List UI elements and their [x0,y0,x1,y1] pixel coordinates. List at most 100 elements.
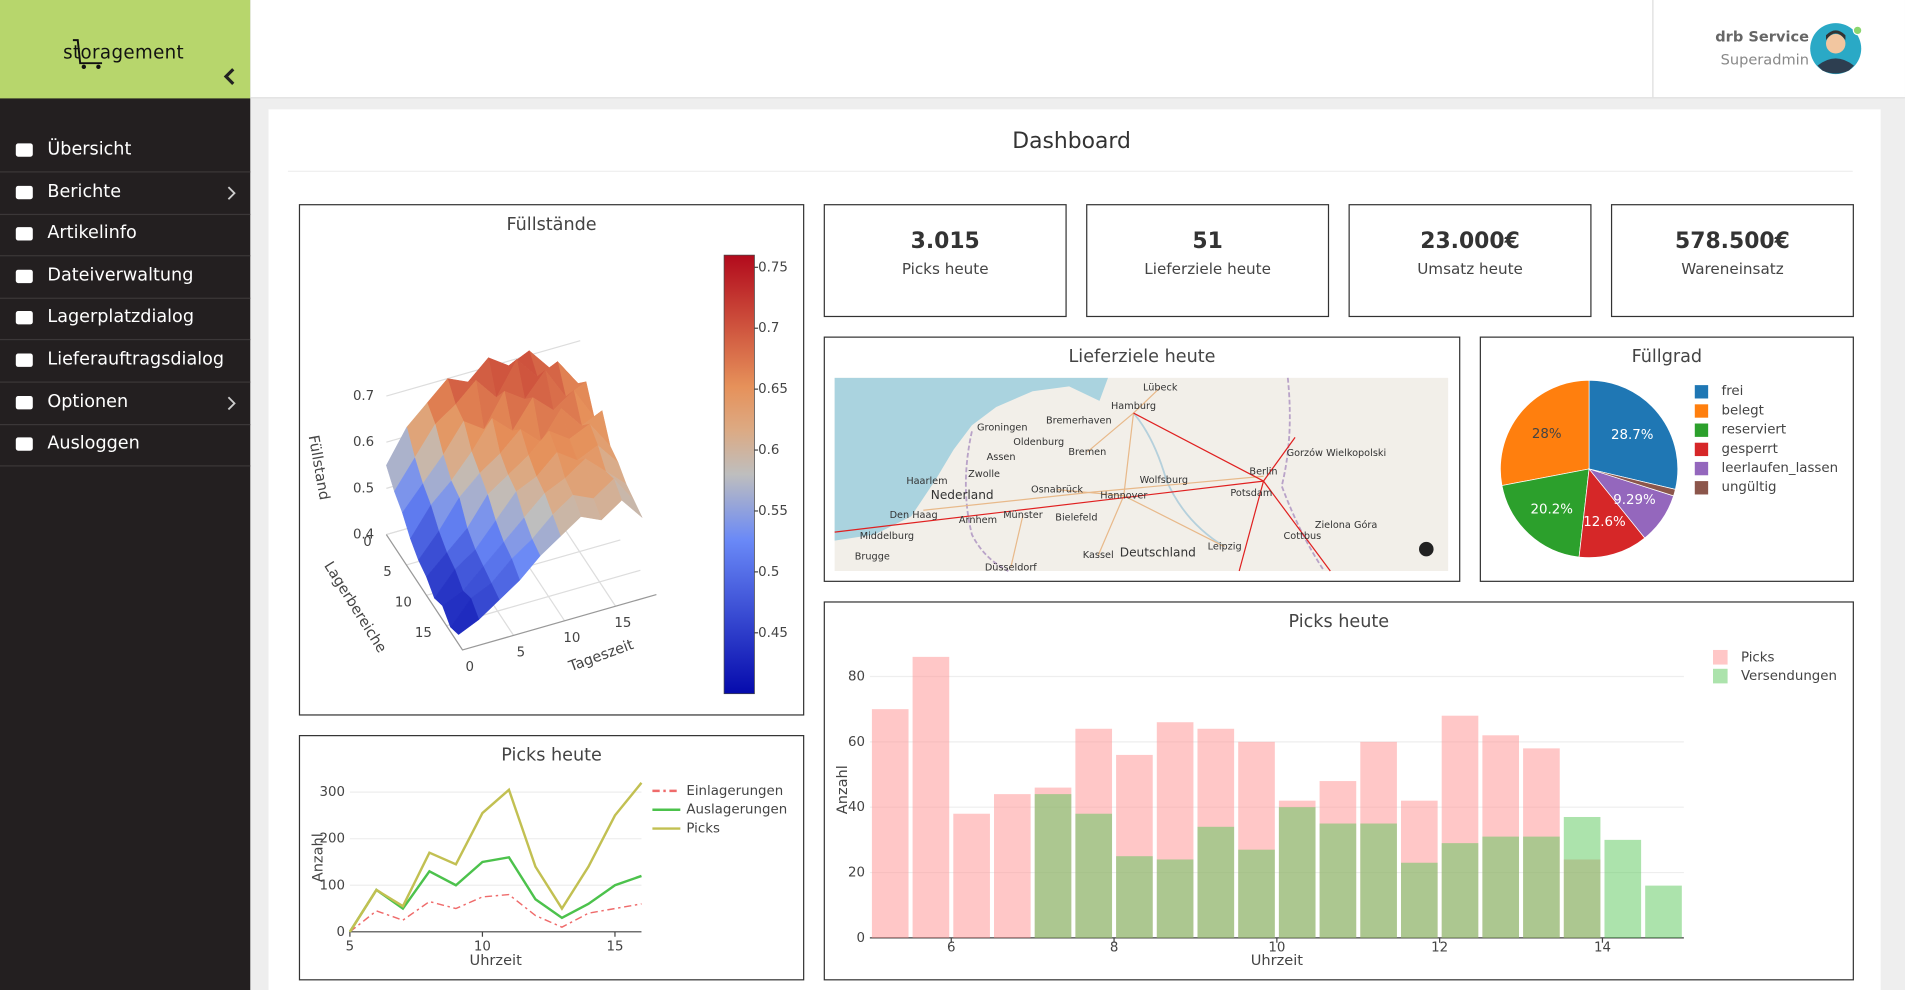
nav-label: Lagerplatzdialog [47,307,195,328]
y-tick-label: 0 [337,925,346,940]
legend-label: Auslagerungen [686,803,787,818]
bar [994,794,1031,938]
legend-swatch [1694,423,1709,437]
sidebar: storagement Übersicht Berichte Artikelinfo… [0,0,251,990]
delivery-route [834,480,1264,533]
pie-slice [1588,468,1676,497]
pie-label: 20.2% [1530,502,1572,517]
avatar-body [1817,58,1854,74]
nav-item[interactable]: Lagerplatzdialog [0,298,251,341]
map-label: Nederland [931,488,994,502]
nav-icon [15,437,33,451]
chart-title: Picks heute [501,746,602,766]
icon-shape [15,143,33,157]
map-label: Hannover [1100,491,1147,502]
nav-label: Lieferauftragsdialog [47,349,225,370]
delivery-route [1263,437,1296,482]
y-tick-label: 40 [848,800,865,815]
nav-item[interactable]: Ausloggen [0,424,251,467]
nav-label: Optionen [47,391,129,412]
bar [871,709,909,938]
legend-swatch [1694,481,1709,495]
pie-slice [1578,468,1646,558]
bar [1319,823,1357,938]
z-tick-label: 0.7 [353,389,374,404]
nav-icon [15,311,33,325]
collapse-button[interactable] [223,68,235,85]
nav-item[interactable]: Optionen [0,382,251,425]
nav-item[interactable]: Lieferauftragsdialog [0,340,251,383]
border [964,377,1325,572]
bar [1034,794,1072,938]
colorbar-tick-label: 0.65 [758,382,788,397]
axis-title: Anzahl [834,765,851,814]
line-series [348,782,643,933]
z-tick-label: 0.5 [353,481,374,496]
y-tick-label: 300 [320,785,346,800]
nav-icon [15,353,33,367]
nav-item[interactable]: Dateiverwaltung [0,256,251,299]
y-tick-label: 5 [383,565,392,580]
avatar-face [1825,34,1846,54]
map-label: Haarlem [906,476,947,487]
legend-label: ungültig [1722,480,1777,495]
icon-shape [15,227,33,241]
road [923,475,1264,511]
icon-shape [15,437,33,451]
x-tick-label: 15 [614,616,631,631]
top-bar: drb Service Superadmin [250,0,1905,99]
icon-shape [15,269,33,283]
nav-label: Berichte [47,181,122,202]
line-series [349,893,642,933]
legend-swatch [1713,668,1728,684]
kpi-label: Lieferziele heute [1144,260,1271,278]
chart-title: Füllstände [506,215,596,235]
line-series [348,855,642,933]
map-label: Potsdam [1230,488,1272,499]
y-tick-label: 100 [320,878,346,893]
logo-cart [72,39,103,65]
x-tick-label: 15 [606,939,623,954]
bar [1116,856,1153,938]
card [1610,204,1854,318]
legend-swatch [1694,442,1709,457]
logo-wheel [96,64,101,70]
map-label: Osnabrück [1031,485,1083,496]
legend-label: reserviert [1722,423,1787,438]
pie-label: 28% [1532,427,1562,442]
kpi-label: Wareneinsatz [1681,260,1783,278]
kpi-label: Umsatz heute [1417,260,1523,278]
x-tick-label: 10 [1268,941,1285,956]
map-label: Hamburg [1111,401,1156,412]
road [1010,514,1024,568]
colorbar [723,254,755,695]
nav-icon [15,227,33,241]
nav-item[interactable]: Übersicht [0,130,251,173]
bar [1563,816,1601,938]
nav-item[interactable]: Berichte [0,172,251,215]
card [1348,204,1592,318]
user-box[interactable]: drb Service Superadmin [1652,0,1905,98]
nav-item[interactable]: Artikelinfo [0,214,251,257]
bar [1278,807,1316,938]
card [298,735,805,981]
kpi-label: Picks heute [902,260,989,278]
y-tick-label: 20 [848,866,865,881]
map-label: Münster [1003,510,1043,521]
colorbar-tick-label: 0.75 [758,260,788,275]
legend-label: Versendungen [1741,669,1837,684]
bar [1604,839,1642,938]
legend-label: Picks [686,822,720,837]
submenu-arrow [227,396,236,410]
icon-shape [15,185,33,199]
logo-graphics [72,39,235,85]
legend-label: frei [1722,384,1744,399]
z-tick-label: 0.6 [353,435,374,450]
avatar [1810,23,1863,75]
bar [912,656,950,938]
pie-label: 9.29% [1613,493,1655,508]
axis-line [385,534,657,651]
x-tick-label: 0 [466,660,475,675]
legend-label: Einlagerungen [686,784,783,799]
